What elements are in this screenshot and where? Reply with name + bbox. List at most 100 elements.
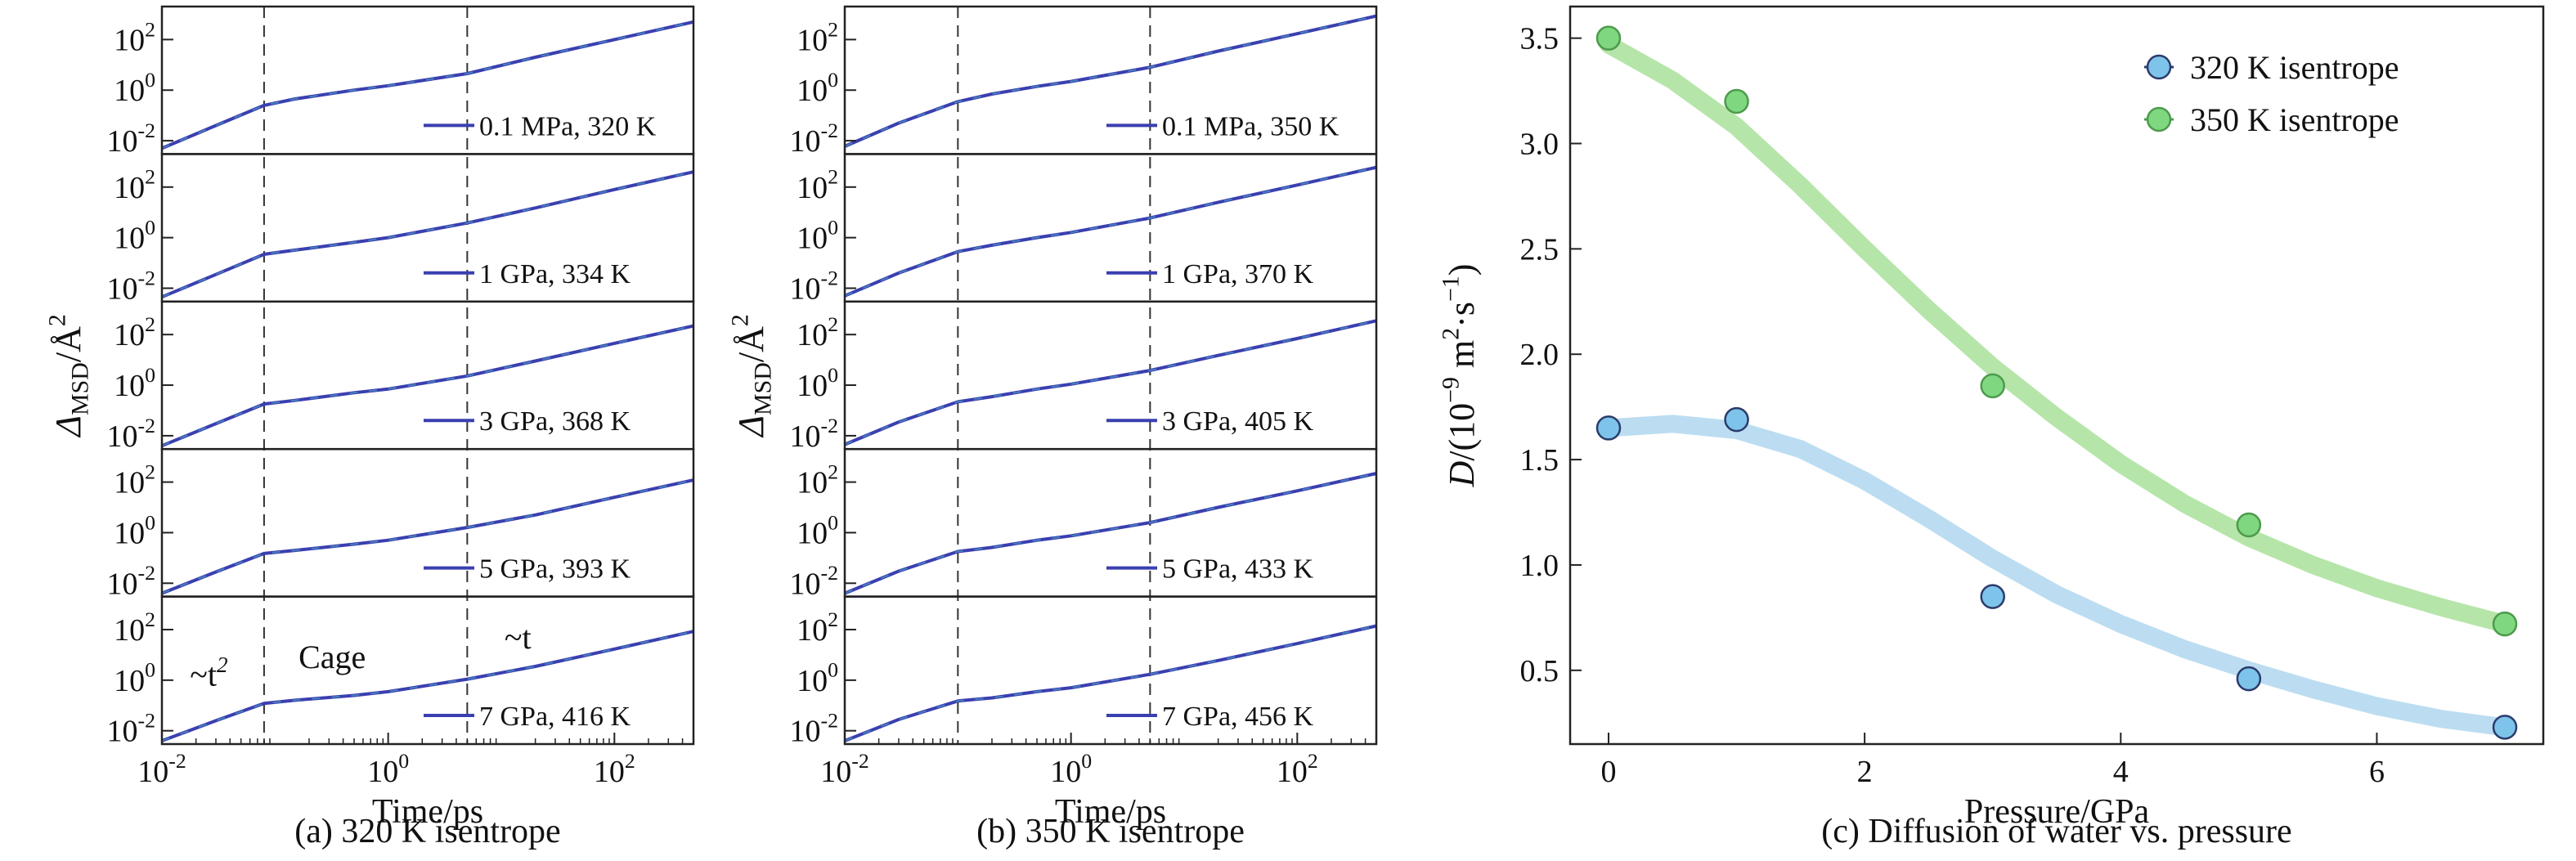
data-point — [1980, 584, 2005, 609]
y-tick-label: 100 — [797, 658, 838, 698]
y-tick-label: 102 — [114, 312, 155, 352]
msd-curve-overlay-2 — [161, 171, 694, 298]
data-point — [1724, 88, 1749, 114]
y-tick-label: 2.0 — [1520, 338, 1560, 372]
annotation-2: ~t — [505, 619, 532, 656]
subpanel-3: 10-2 100 102 3 GPa, 368 K — [106, 300, 695, 454]
y-tick-label: 102 — [797, 165, 838, 205]
y-tick-label: 10-2 — [106, 561, 155, 601]
x-axis-label: Time/ps — [372, 793, 483, 831]
data-point — [2236, 512, 2262, 538]
subpanel-5: 10-2 100 102 7 GPa, 456 K — [789, 595, 1378, 749]
subpanel-frame-5 — [160, 595, 695, 746]
data-point — [1595, 415, 1622, 441]
y-axis-label: ΔMSD/Å2 — [727, 314, 777, 438]
y-tick-label: 102 — [114, 165, 155, 205]
panel-caption: (c) Diffusion of water vs. pressure — [1821, 813, 2291, 850]
y-tick-label: 100 — [797, 510, 838, 550]
msd-curve-overlay-5 — [161, 630, 694, 742]
series-350k — [1595, 25, 2518, 637]
y-tick-label: 100 — [797, 68, 838, 108]
msd-curve-overlay-5 — [844, 625, 1377, 742]
data-point — [1595, 25, 1622, 51]
y-axis-label: D/(10−9 m2·s−1) — [1438, 264, 1482, 488]
legend-label: 5 GPa, 433 K — [1162, 554, 1314, 585]
subpanel-1: 10-2 100 102 0.1 MPa, 350 K — [789, 5, 1378, 159]
msd-curve-overlay-4 — [161, 479, 694, 594]
y-tick-label: 102 — [797, 460, 838, 500]
x-tick-label: 102 — [1277, 749, 1318, 789]
fit-curve — [1600, 415, 2514, 737]
x-tick-label: 100 — [367, 749, 409, 789]
y-tick-label: 10-2 — [789, 119, 838, 159]
panel-caption: (b) 350 K isentrope — [976, 813, 1245, 850]
msd-curve-overlay-4 — [844, 473, 1377, 594]
legend-label: 0.1 MPa, 320 K — [479, 111, 657, 141]
legend-marker — [2146, 106, 2172, 132]
msd-curve-overlay-1 — [161, 20, 694, 150]
y-tick-label: 100 — [797, 216, 838, 256]
y-tick-label: 10-2 — [106, 119, 155, 159]
y-tick-label: 100 — [114, 68, 155, 108]
legend-label: 7 GPa, 416 K — [479, 702, 631, 732]
subpanel-2: 10-2 100 102 1 GPa, 334 K — [106, 153, 695, 306]
series-320k — [1595, 406, 2518, 740]
y-tick-label: 2.5 — [1520, 232, 1560, 267]
y-tick-label: 102 — [114, 608, 155, 648]
y-tick-label: 102 — [797, 608, 838, 648]
data-point — [1724, 406, 1749, 433]
x-tick-label: 102 — [594, 749, 635, 789]
y-axis-label: ΔMSD/Å2 — [44, 314, 94, 438]
x-tick-label: 6 — [2369, 755, 2385, 789]
y-tick-label: 102 — [797, 312, 838, 352]
legend-label: 3 GPa, 368 K — [479, 406, 631, 437]
legend-label: 1 GPa, 334 K — [479, 259, 631, 289]
panel-c-diffusion: 0 2 4 6 0.5 1.0 1.5 2.0 2.5 3.0 3.5 320 K isentrope… — [1438, 5, 2545, 850]
x-tick-label: 0 — [1600, 755, 1616, 789]
data-point — [2492, 611, 2518, 637]
legend-label: 1 GPa, 370 K — [1162, 259, 1314, 289]
y-tick-label: 1.5 — [1520, 443, 1560, 478]
panel-caption: (a) 320 K isentrope — [294, 813, 560, 850]
subpanel-5: 10-2 100 102 7 GPa, 416 K — [106, 595, 695, 749]
y-tick-label: 100 — [114, 658, 155, 698]
plot-frame — [1568, 5, 2545, 746]
legend-marker — [2146, 54, 2172, 80]
data-point — [1980, 373, 2005, 399]
x-tick-label: 10-2 — [820, 749, 869, 789]
y-tick-label: 100 — [114, 216, 155, 256]
data-point — [2492, 715, 2518, 740]
y-tick-label: 10-2 — [106, 709, 155, 749]
data-point — [2236, 666, 2262, 692]
y-tick-label: 100 — [114, 363, 155, 403]
legend-label: 320 K isentrope — [2190, 49, 2399, 86]
subpanel-3: 10-2 100 102 3 GPa, 405 K — [789, 300, 1378, 454]
annotation-1: Cage — [298, 639, 366, 675]
subpanel-4: 10-2 100 102 5 GPa, 393 K — [106, 447, 695, 601]
panel-b-msd-350k: 10-2 100 102 0.1 MPa, 350 K 10-2 100 102 1 GPa,… — [727, 5, 1378, 850]
subpanel-1: 10-2 100 102 0.1 MPa, 320 K — [106, 5, 695, 159]
y-tick-label: 100 — [797, 363, 838, 403]
y-tick-label: 10-2 — [106, 414, 155, 454]
x-tick-label: 4 — [2113, 755, 2129, 789]
y-tick-label: 0.5 — [1520, 654, 1560, 688]
legend-label: 350 K isentrope — [2190, 101, 2399, 138]
panel-a-msd-320k: 10-2 100 102 0.1 MPa, 320 K 10-2 100 102 1 GPa,… — [44, 5, 695, 850]
x-axis-label: Time/ps — [1055, 793, 1166, 831]
x-axis-label: Pressure/GPa — [1964, 793, 2150, 831]
fit-curve — [1600, 35, 2514, 634]
y-tick-label: 10-2 — [789, 414, 838, 454]
subpanel-4: 10-2 100 102 5 GPa, 433 K — [789, 447, 1378, 601]
subpanel-2: 10-2 100 102 1 GPa, 370 K — [789, 153, 1378, 306]
subpanel-frame-5 — [843, 595, 1378, 746]
y-tick-label: 3.0 — [1520, 128, 1560, 162]
x-tick-label: 10-2 — [137, 749, 186, 789]
x-tick-label: 2 — [1857, 755, 1873, 789]
y-tick-label: 102 — [114, 460, 155, 500]
y-tick-label: 10-2 — [789, 709, 838, 749]
y-tick-label: 100 — [114, 510, 155, 550]
x-tick-label: 100 — [1050, 749, 1092, 789]
y-tick-label: 10-2 — [106, 266, 155, 306]
y-tick-label: 102 — [797, 17, 838, 57]
